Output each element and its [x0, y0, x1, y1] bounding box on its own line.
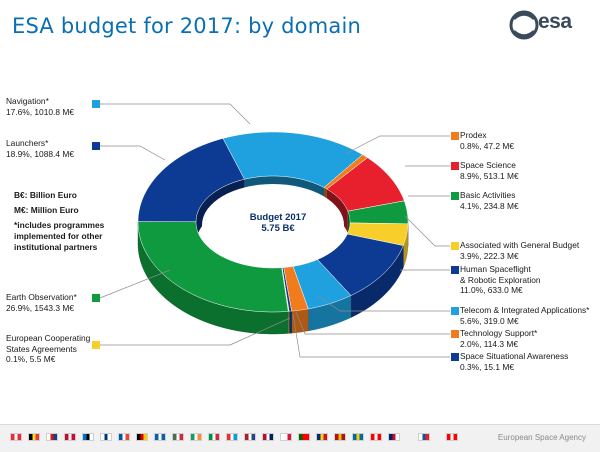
member-flag-icon	[190, 433, 202, 441]
member-flag-icon	[10, 433, 22, 441]
note-billion: B€: Billion Euro	[14, 190, 124, 201]
member-flag-icon	[388, 433, 400, 441]
slice-side-8	[289, 311, 292, 333]
slice-label-10: Earth Observation*26.9%, 1543.3 M€	[6, 292, 77, 313]
member-flag-icon	[334, 433, 346, 441]
slice-label-value-9: 0.1%, 5.5 M€	[6, 354, 90, 365]
slice-label-value-3: 4.1%, 234.8 M€	[460, 201, 519, 212]
slice-label-6: Telecom & Integrated Applications*5.6%, …	[460, 305, 589, 326]
legend-swatch-3	[451, 192, 459, 200]
slice-label-value-2: 8.9%, 513.1 M€	[460, 171, 519, 182]
legend-swatch-4	[451, 242, 459, 250]
slice-label-0: Navigation*17.6%, 1010.8 M€	[6, 96, 74, 117]
note-partners: *includes programmes implemented for oth…	[14, 220, 124, 253]
slice-label-name-4-0: Associated with General Budget	[460, 240, 579, 251]
member-flag-icon	[280, 433, 292, 441]
member-flag-icon	[118, 433, 130, 441]
slice-label-value-4: 3.9%, 222.3 M€	[460, 251, 579, 262]
slice-label-value-7: 2.0%, 114.3 M€	[460, 339, 537, 350]
slice-label-name-2-0: Space Science	[460, 160, 519, 171]
member-flag-icon	[208, 433, 220, 441]
footer-bar: European Space Agency	[0, 424, 600, 452]
member-flag-icon	[370, 433, 382, 441]
legend-swatch-5	[451, 266, 459, 274]
slice-label-name-10-0: Earth Observation*	[6, 292, 77, 303]
center-label: Budget 2017 5.75 B€	[222, 212, 334, 234]
legend-swatch-0	[92, 100, 100, 108]
slice-label-name-0-0: Navigation*	[6, 96, 74, 107]
slice-label-value-5: 11.0%, 633.0 M€	[460, 285, 541, 296]
leader-line-1	[345, 136, 450, 154]
legend-swatch-2	[451, 162, 459, 170]
leader-line-11	[100, 146, 165, 160]
member-flag-icon	[316, 433, 328, 441]
slice-label-11: Launchers*18.9%, 1088.4 M€	[6, 138, 74, 159]
center-label-line1: Budget 2017	[222, 212, 334, 223]
legend-swatch-11	[92, 142, 100, 150]
slice-label-name-6-0: Telecom & Integrated Applications*	[460, 305, 589, 316]
notes: B€: Billion Euro M€: Million Euro *inclu…	[14, 190, 124, 257]
member-flag-icon	[154, 433, 166, 441]
slice-label-name-1-0: Prodex	[460, 130, 514, 141]
legend-swatch-8	[451, 353, 459, 361]
member-flag-icon	[172, 433, 184, 441]
leader-line-4	[405, 216, 450, 246]
member-flag-icon	[244, 433, 256, 441]
slice-label-name-3-0: Basic Activities	[460, 190, 519, 201]
legend-swatch-9	[92, 341, 100, 349]
slice-label-name-8-0: Space Situational Awareness	[460, 351, 568, 362]
slice-label-value-8: 0.3%, 15.1 M€	[460, 362, 568, 373]
member-flag-icon	[226, 433, 238, 441]
member-flag-icon	[262, 433, 274, 441]
member-flag-icon	[28, 433, 40, 441]
slice-label-value-11: 18.9%, 1088.4 M€	[6, 149, 74, 160]
slice-label-name-5-0: Human Spaceflight	[460, 264, 541, 275]
member-flag-icon	[82, 433, 94, 441]
slice-label-7: Technology Support*2.0%, 114.3 M€	[460, 328, 537, 349]
slice-label-name-5-1: & Robotic Exploration	[460, 275, 541, 286]
legend-swatch-1	[451, 132, 459, 140]
slice-label-name-9-1: States Agreements	[6, 344, 90, 355]
center-label-line2: 5.75 B€	[222, 223, 334, 234]
member-flag-icon	[418, 433, 430, 441]
note-million: M€: Million Euro	[14, 205, 124, 216]
member-flag-icon	[46, 433, 58, 441]
leader-line-0	[100, 104, 250, 124]
slice-label-value-0: 17.6%, 1010.8 M€	[6, 107, 74, 118]
member-flag-icon	[136, 433, 148, 441]
legend-swatch-6	[451, 307, 459, 315]
legend-swatch-7	[451, 330, 459, 338]
slice-label-name-9-0: European Cooperating	[6, 333, 90, 344]
slice-label-value-1: 0.8%, 47.2 M€	[460, 141, 514, 152]
slice-label-value-10: 26.9%, 1543.3 M€	[6, 303, 77, 314]
slice-label-name-7-0: Technology Support*	[460, 328, 537, 339]
agency-name: European Space Agency	[498, 433, 586, 442]
member-flag-icon	[64, 433, 76, 441]
member-flag-icon	[298, 433, 310, 441]
member-flag-icon	[352, 433, 364, 441]
member-flag-icon	[100, 433, 112, 441]
slice-label-value-6: 5.6%, 319.0 M€	[460, 316, 589, 327]
slice-label-name-11-0: Launchers*	[6, 138, 74, 149]
legend-swatch-10	[92, 294, 100, 302]
member-flag-icon	[446, 433, 458, 441]
